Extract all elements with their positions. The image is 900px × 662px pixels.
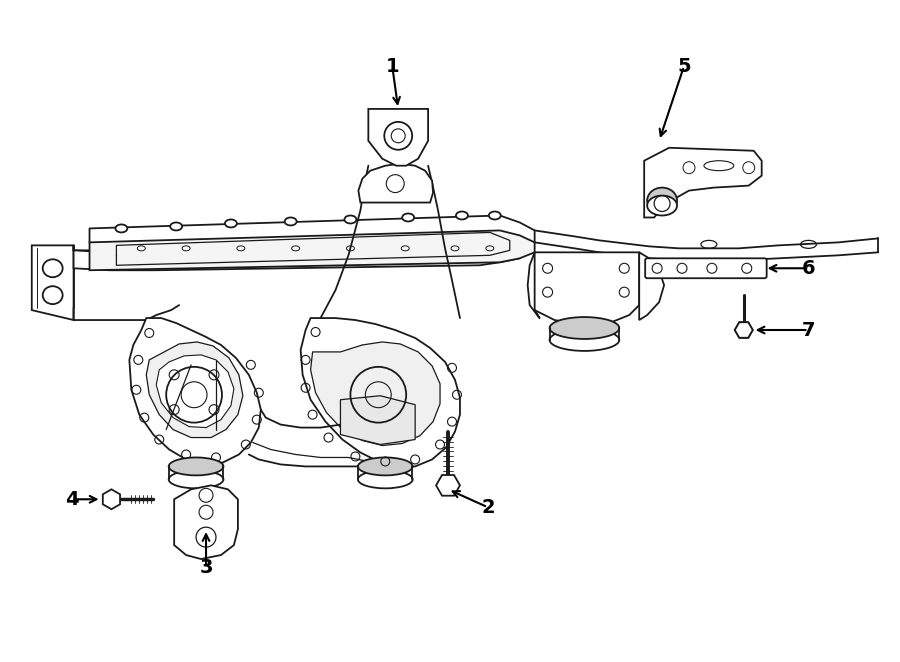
Ellipse shape: [115, 224, 128, 232]
Polygon shape: [147, 342, 243, 438]
FancyBboxPatch shape: [645, 258, 767, 278]
Polygon shape: [734, 322, 752, 338]
Ellipse shape: [284, 218, 297, 226]
Polygon shape: [103, 489, 120, 509]
Text: 6: 6: [802, 259, 815, 278]
Text: 5: 5: [677, 57, 691, 75]
Ellipse shape: [647, 187, 677, 214]
Polygon shape: [535, 252, 639, 325]
Polygon shape: [157, 355, 234, 428]
Polygon shape: [340, 396, 415, 444]
Polygon shape: [301, 318, 460, 467]
Polygon shape: [310, 342, 440, 446]
Ellipse shape: [550, 317, 619, 339]
Ellipse shape: [170, 222, 182, 230]
Polygon shape: [89, 230, 535, 270]
Ellipse shape: [358, 471, 413, 489]
Ellipse shape: [358, 457, 413, 475]
Polygon shape: [74, 242, 519, 270]
Polygon shape: [436, 475, 460, 496]
Text: 7: 7: [802, 320, 815, 340]
Ellipse shape: [456, 211, 468, 220]
Ellipse shape: [345, 216, 356, 224]
Text: 1: 1: [385, 57, 399, 75]
Ellipse shape: [402, 214, 414, 222]
Polygon shape: [734, 322, 752, 338]
Polygon shape: [32, 246, 74, 320]
Polygon shape: [639, 252, 664, 320]
Ellipse shape: [647, 195, 677, 216]
Polygon shape: [644, 148, 761, 218]
Polygon shape: [368, 109, 428, 166]
Ellipse shape: [168, 457, 223, 475]
Ellipse shape: [550, 329, 619, 351]
Polygon shape: [130, 318, 261, 465]
Ellipse shape: [168, 471, 223, 489]
Polygon shape: [175, 485, 238, 559]
Polygon shape: [358, 164, 433, 203]
Ellipse shape: [225, 220, 237, 228]
Ellipse shape: [489, 211, 500, 220]
Text: 4: 4: [65, 490, 78, 509]
Text: 2: 2: [481, 498, 495, 517]
Text: 3: 3: [199, 557, 212, 577]
